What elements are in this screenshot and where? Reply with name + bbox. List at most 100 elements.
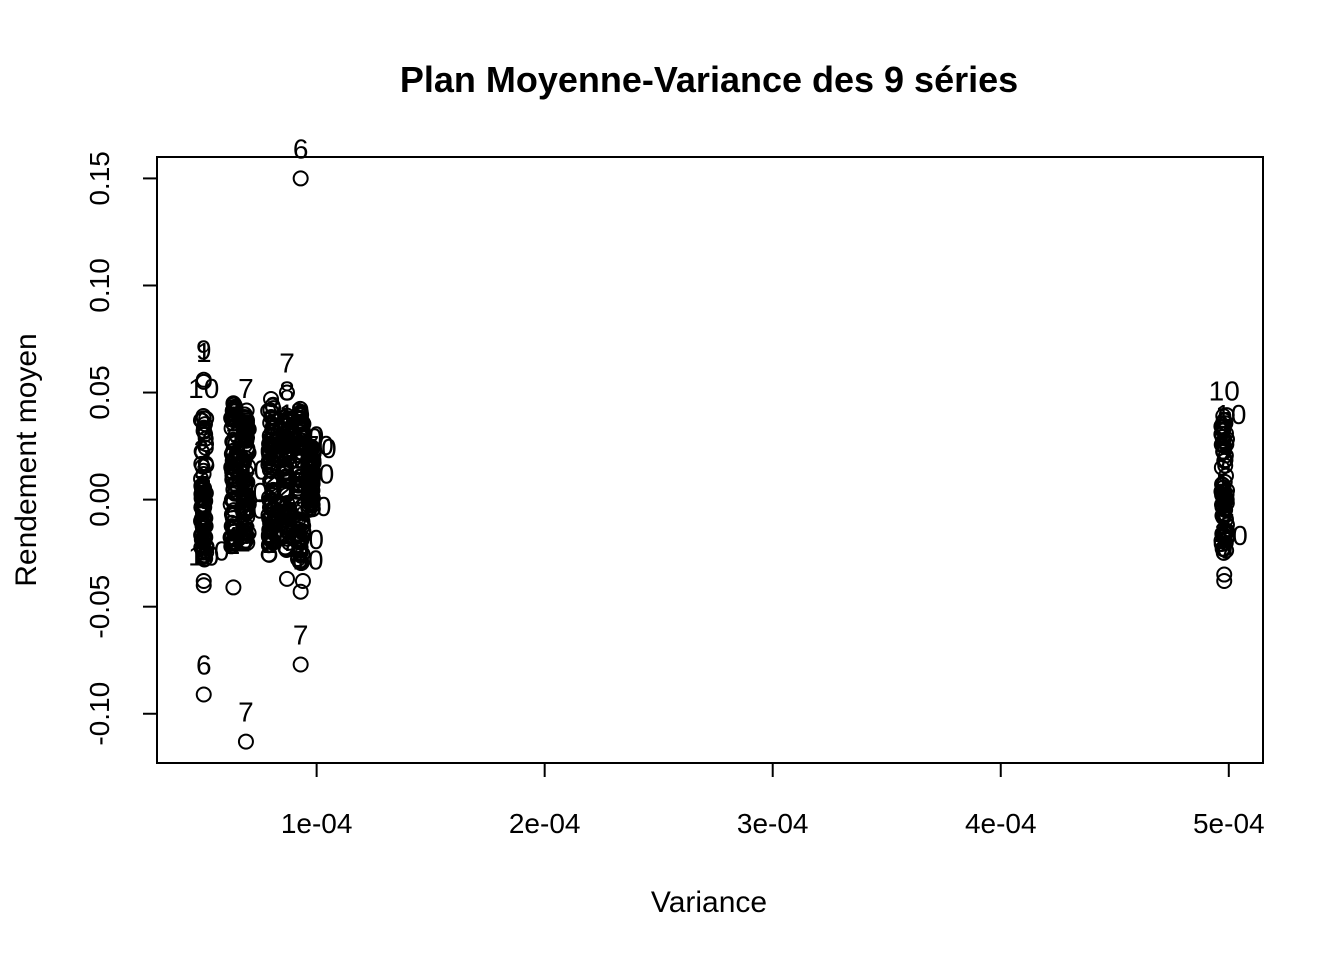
cluster-point-label: 7	[278, 490, 294, 521]
data-point	[276, 459, 293, 476]
cluster-point-label: 7	[300, 446, 316, 477]
cluster-point-label: 10	[281, 464, 312, 495]
cluster-point-label: 9	[304, 444, 320, 475]
data-point	[193, 531, 210, 548]
cluster-point-label: 2	[236, 412, 252, 443]
cluster-point-label: 7	[303, 477, 319, 508]
cluster-point-label: 1	[236, 408, 252, 439]
data-point	[292, 170, 309, 187]
data-point	[1217, 523, 1234, 540]
cluster-point-label: 6	[303, 444, 319, 475]
cluster-point-label: 6	[236, 475, 252, 506]
cluster-point-label: 3	[1216, 435, 1232, 466]
data-point	[1215, 544, 1232, 561]
data-point	[225, 579, 242, 596]
cluster-point-label: 10	[306, 433, 337, 464]
point-labels: 2571074377937752711824959108585624115135…	[188, 133, 1248, 727]
cluster-point-label: 3	[279, 426, 295, 457]
cluster-point-label: 8	[227, 476, 243, 507]
data-point	[304, 471, 321, 488]
cluster-point-label: 9	[194, 481, 210, 512]
cluster-point-label: 10	[303, 430, 334, 461]
cluster-point-label: 5	[196, 490, 212, 521]
cluster-point-label: 2	[236, 526, 252, 557]
cluster-point-label: 5	[235, 489, 251, 520]
data-point	[239, 439, 256, 456]
cluster-point-label: 1	[238, 467, 254, 498]
cluster-point-label: 9	[277, 456, 293, 487]
data-point	[1216, 572, 1233, 589]
point-label: 10	[188, 540, 219, 571]
y-axis: 0.15 0.10 0.05 0.00 -0.05 -0.10	[84, 151, 158, 746]
data-point	[194, 524, 211, 541]
cluster-point-label: 8	[227, 476, 243, 507]
cluster-point-label: 1	[263, 488, 279, 519]
cluster-point-label: 2	[305, 462, 321, 493]
cluster-point-label: 4	[280, 515, 296, 546]
cluster-point-label: 6	[1213, 409, 1229, 440]
cluster-point-label: 7	[1218, 526, 1234, 557]
cluster-point-label: 9	[262, 490, 278, 521]
cluster-point-label: 1	[264, 497, 280, 528]
data-point	[301, 490, 318, 507]
cluster-point-label: 7	[238, 497, 254, 528]
cluster-point-label: 2	[277, 494, 293, 525]
cluster-point-label: 6	[238, 418, 254, 449]
data-point	[195, 686, 212, 703]
data-point	[225, 452, 242, 469]
cluster-point-label: 9	[276, 406, 292, 437]
data-point	[193, 499, 210, 516]
data-point	[292, 533, 309, 550]
cluster-point-label: 4	[226, 392, 242, 423]
point-label: 7	[238, 373, 254, 404]
data-point	[1216, 493, 1233, 510]
cluster-point-label: 10	[225, 436, 256, 467]
cluster-point-label: 2	[301, 460, 317, 491]
cluster-point-label: 10	[292, 544, 323, 575]
data-point	[263, 390, 280, 407]
cluster-point-label: 4	[1217, 481, 1233, 512]
cluster-point-label: 3	[300, 481, 316, 512]
cluster-point-label: 2	[293, 523, 309, 554]
cluster-point-label: 5	[236, 409, 252, 440]
cluster-point-label: 6	[224, 509, 240, 540]
data-point	[262, 493, 279, 510]
data-point	[278, 512, 295, 529]
cluster-point-label: 1	[227, 426, 243, 457]
cluster-point-label: 2	[196, 457, 212, 488]
cluster-point-label: 7	[194, 470, 210, 501]
cluster-point-label: 8	[237, 464, 253, 495]
cluster-point-label: 2	[225, 526, 241, 557]
cluster-point-label: 9	[277, 503, 293, 534]
cluster-point-label: 4	[1216, 475, 1232, 506]
data-point	[278, 412, 295, 429]
cluster-point-label: 5	[227, 394, 243, 425]
data-point	[238, 415, 255, 432]
cluster-point-label: 7	[1218, 533, 1234, 564]
cluster-point-label: 2	[280, 433, 296, 464]
cluster-point-label: 5	[282, 497, 298, 528]
cluster-point-label: 9	[293, 398, 309, 429]
cluster-point-label: 7	[302, 466, 318, 497]
data-point	[235, 468, 252, 485]
x-tick-label: 2e-04	[509, 808, 581, 839]
cluster-point-label: 9	[293, 545, 309, 576]
cluster-point-label: 7	[301, 477, 317, 508]
data-point	[1216, 566, 1233, 583]
cluster-point-label: 5	[1217, 406, 1233, 437]
data-point	[278, 384, 295, 401]
data-point	[193, 490, 210, 507]
data-point	[195, 572, 212, 589]
cluster-point-label: 6	[302, 463, 318, 494]
data-point	[240, 496, 257, 513]
cluster-point-label: 10	[1217, 520, 1248, 551]
cluster-point-label: 9	[290, 475, 306, 506]
cluster-point-label: 3	[278, 500, 294, 531]
cluster-point-label: 6	[261, 513, 277, 544]
cluster-point-label: 7	[264, 411, 280, 442]
cluster-point-label: 7	[262, 406, 278, 437]
y-tick-label: -0.05	[84, 575, 115, 639]
cluster-point-label: 6	[238, 416, 254, 447]
chart-title: Plan Moyenne-Variance des 9 séries	[400, 59, 1018, 100]
